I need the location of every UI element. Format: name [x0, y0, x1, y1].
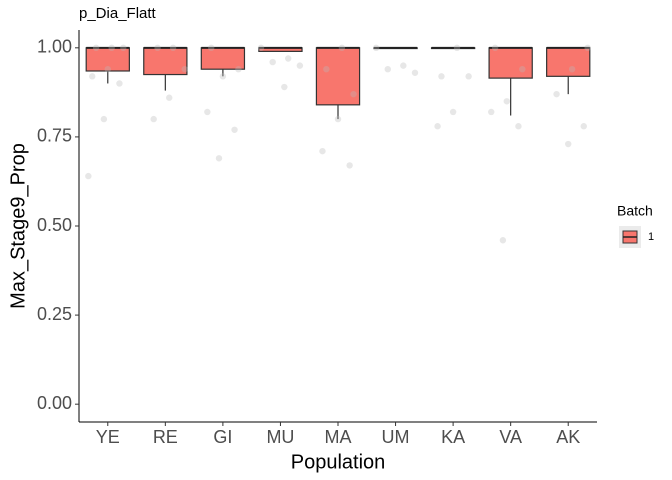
x-tick-label: MU [266, 427, 294, 447]
data-point [235, 66, 242, 73]
data-point [499, 237, 507, 244]
data-point [488, 108, 495, 116]
legend-title: Batch [617, 203, 653, 219]
x-tick-label: KA [441, 427, 465, 447]
data-point [372, 44, 380, 52]
data-point [257, 44, 265, 52]
data-point [503, 98, 510, 105]
y-tick-label: 1.00 [37, 37, 72, 57]
data-point [296, 62, 304, 69]
data-point [400, 62, 407, 69]
x-tick-label: MA [325, 427, 352, 447]
data-point [269, 58, 276, 66]
y-axis-title: Max_Stage9_Prop [7, 143, 29, 309]
data-point [285, 55, 292, 62]
y-tick-label: 0.00 [37, 393, 72, 413]
data-point [116, 80, 123, 87]
data-point [553, 90, 560, 98]
data-point [150, 115, 157, 123]
data-point [85, 172, 92, 180]
data-point [568, 66, 576, 73]
chart-title: p_Dia_Flatt [79, 5, 157, 22]
y-tick-label: 0.25 [37, 304, 72, 324]
legend-label: 1 [648, 231, 654, 243]
data-point [565, 140, 572, 148]
data-point [104, 66, 111, 73]
data-point [166, 94, 173, 101]
x-axis-title: Population [291, 451, 386, 473]
data-point [411, 69, 419, 76]
x-tick-label: UM [382, 427, 410, 447]
data-point [438, 73, 445, 80]
data-point [434, 123, 441, 130]
x-tick-label: YE [96, 427, 120, 447]
data-point [204, 108, 211, 116]
data-point [580, 123, 587, 130]
data-point [219, 73, 227, 80]
data-point [584, 44, 591, 52]
data-point [515, 123, 522, 130]
data-point [453, 44, 461, 52]
box [546, 47, 591, 77]
data-point [338, 44, 346, 52]
data-point [350, 90, 357, 98]
data-point [465, 73, 472, 80]
x-tick-label: VA [499, 427, 522, 447]
data-point [169, 44, 177, 52]
data-point [281, 83, 288, 91]
data-point [215, 155, 223, 162]
data-point [346, 162, 353, 169]
box [143, 47, 188, 76]
data-point [334, 115, 342, 123]
data-point [519, 66, 526, 73]
data-point [92, 44, 100, 52]
data-point [208, 44, 215, 52]
data-point [323, 66, 330, 73]
data-point [108, 44, 115, 52]
x-tick-label: RE [153, 427, 178, 447]
data-point [100, 115, 108, 123]
data-point [89, 73, 96, 80]
x-tick-label: AK [556, 427, 580, 447]
data-point [319, 147, 326, 155]
y-tick-label: 0.50 [37, 215, 72, 235]
box [315, 47, 361, 106]
data-point [231, 126, 238, 133]
data-point [491, 44, 499, 52]
y-tick-label: 0.75 [37, 126, 72, 146]
x-tick-label: GI [213, 427, 232, 447]
data-point [181, 66, 188, 73]
box [488, 47, 533, 79]
data-point [154, 44, 161, 52]
box [200, 47, 246, 70]
data-point [120, 44, 127, 52]
data-point [384, 66, 391, 73]
data-point [449, 108, 457, 116]
